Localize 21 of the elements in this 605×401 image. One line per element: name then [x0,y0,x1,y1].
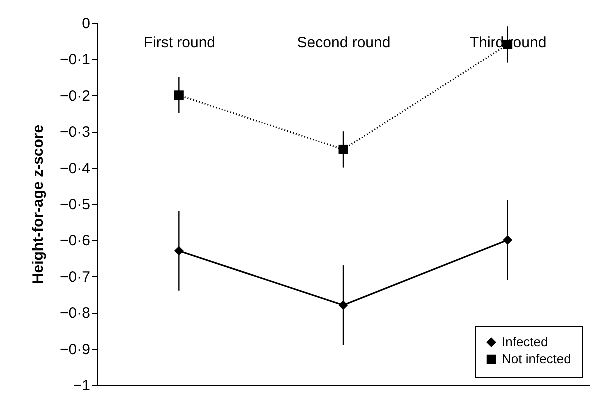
y-tick-label: −0·6 [60,232,90,250]
point [174,90,184,100]
y-tick-label: −0·7 [60,268,90,286]
y-tick-label: −0·2 [60,88,90,105]
x-tick-label: Second round [297,34,391,52]
y-tick-label: −0·9 [60,341,90,358]
y-tick-label: −0·8 [60,305,90,322]
y-tick-label: −0·3 [60,124,90,142]
legend-label: Infected [502,334,548,350]
point [503,235,513,245]
y-tick-label: −0·5 [60,196,90,214]
legend-label: Not infected [502,352,572,366]
x-tick-label: First round [144,34,216,52]
point [338,144,348,154]
point [338,300,348,310]
y-tick-label: −0·4 [60,160,90,178]
y-tick-label: −0·1 [60,52,90,69]
y-axis-title: Height-for-age z-score [30,124,48,284]
point [174,246,184,256]
y-tick-label: 0 [82,16,90,32]
y-tick-label: −1 [73,378,90,394]
